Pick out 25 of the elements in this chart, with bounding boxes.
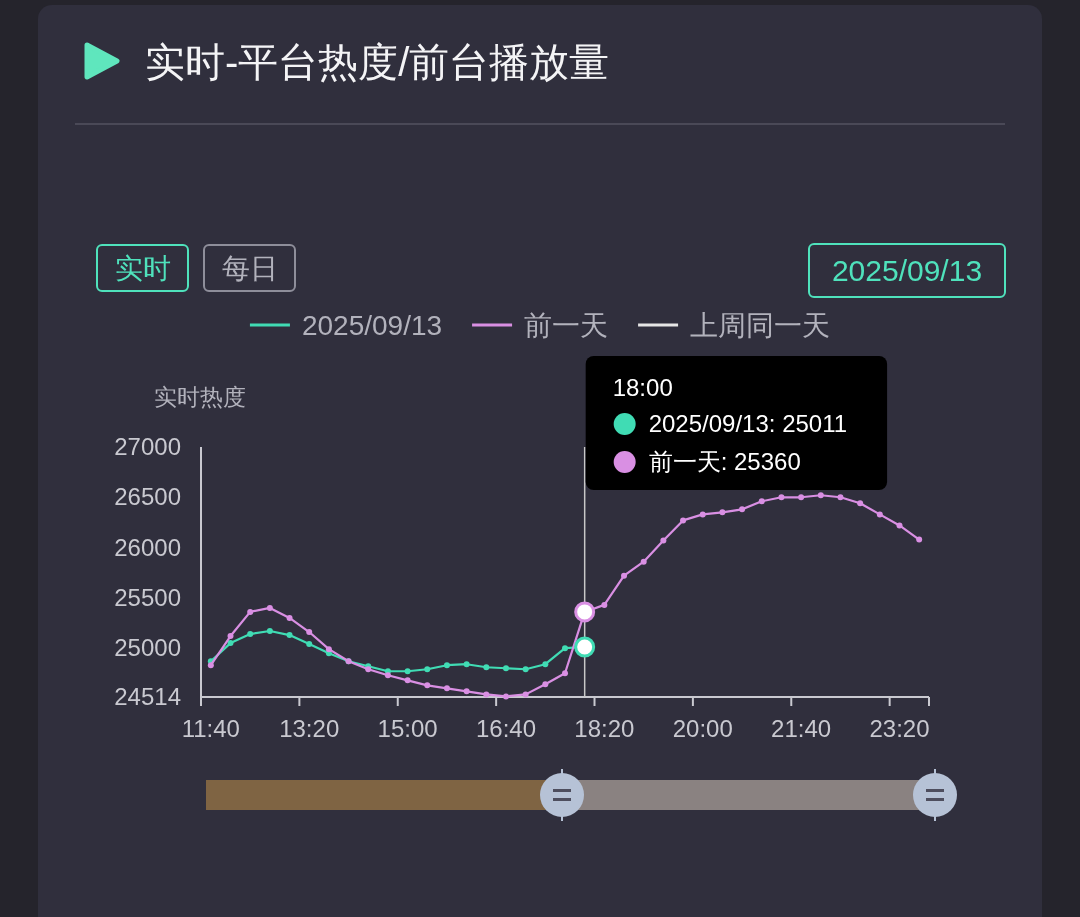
legend-label: 前一天: [524, 310, 609, 341]
x-tick-label: 13:20: [279, 715, 340, 742]
x-tick-label: 18:20: [574, 715, 635, 742]
x-tick-label: 15:00: [377, 715, 438, 742]
y-tick-label: 27000: [114, 433, 181, 460]
tooltip-title: 18:00: [612, 374, 673, 401]
tooltip-row: 前一天: 25360: [648, 448, 801, 475]
x-tick-label: 16:40: [475, 715, 536, 742]
button: 实时: [96, 244, 189, 292]
y-tick-label: 25000: [114, 634, 181, 662]
title: 实时-平台热度/前台播放量: [145, 40, 610, 84]
y-tick-label: 26000: [114, 533, 181, 561]
y-tick-label: 26500: [114, 483, 181, 511]
x-tick-label: 20:00: [672, 715, 733, 742]
x-tick-label: 11:40: [181, 715, 240, 742]
x-tick-label: 21:40: [771, 715, 832, 742]
y-tick-label: 25500: [114, 583, 181, 611]
tooltip-row: 2025/09/13: 25011: [648, 410, 848, 437]
legend-label: 上周同一天: [690, 310, 831, 341]
button: 2025/09/13: [808, 243, 1006, 298]
x-tick-label: 23:20: [869, 715, 930, 742]
button: 每日: [203, 244, 296, 292]
y-axis-title: 实时热度: [154, 384, 246, 410]
y-tick-label: 24514: [114, 683, 181, 710]
legend-label: 2025/09/13: [301, 310, 443, 341]
